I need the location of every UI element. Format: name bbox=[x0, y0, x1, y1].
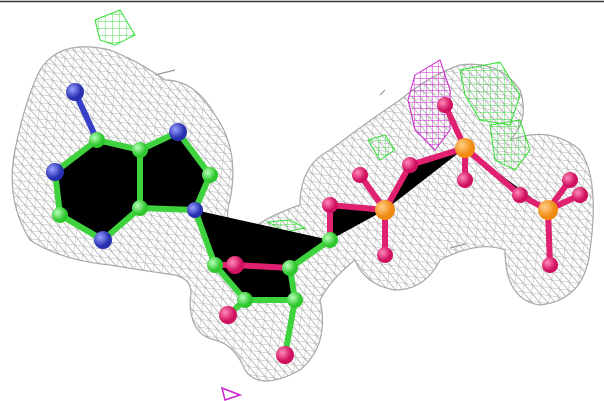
atom bbox=[375, 200, 395, 220]
atom bbox=[377, 247, 393, 263]
atom bbox=[512, 187, 528, 203]
atom bbox=[562, 172, 578, 188]
atom bbox=[52, 207, 68, 223]
atom bbox=[322, 232, 338, 248]
mesh-part bbox=[52, 132, 338, 308]
mesh-part bbox=[219, 97, 588, 364]
atom bbox=[219, 306, 237, 324]
mesh-part bbox=[94, 9, 136, 46]
atom bbox=[132, 200, 148, 216]
atom bbox=[132, 142, 148, 158]
atom bbox=[276, 346, 294, 364]
atom bbox=[46, 163, 64, 181]
atoms bbox=[46, 83, 588, 364]
atom bbox=[207, 257, 223, 273]
atom bbox=[322, 197, 338, 213]
mesh-part bbox=[220, 386, 243, 401]
atom bbox=[202, 167, 218, 183]
atom bbox=[66, 83, 84, 101]
mesh-part bbox=[46, 83, 203, 249]
atom bbox=[402, 157, 418, 173]
atom bbox=[89, 132, 105, 148]
atom bbox=[226, 256, 244, 274]
mesh-part bbox=[407, 59, 451, 151]
mesh-part bbox=[489, 119, 531, 171]
atom bbox=[94, 231, 112, 249]
atom bbox=[169, 123, 187, 141]
atom bbox=[538, 200, 558, 220]
mesh-part bbox=[367, 134, 396, 161]
atom bbox=[287, 292, 303, 308]
atom bbox=[237, 292, 253, 308]
mesh-part bbox=[266, 219, 307, 233]
atom bbox=[457, 172, 473, 188]
atom bbox=[282, 260, 298, 276]
mesh-part bbox=[154, 69, 466, 249]
atom bbox=[455, 138, 475, 158]
atom bbox=[187, 202, 203, 218]
atom bbox=[437, 97, 453, 113]
atom bbox=[352, 167, 368, 183]
mesh-part bbox=[375, 138, 558, 220]
atom bbox=[542, 257, 558, 273]
atom bbox=[572, 187, 588, 203]
